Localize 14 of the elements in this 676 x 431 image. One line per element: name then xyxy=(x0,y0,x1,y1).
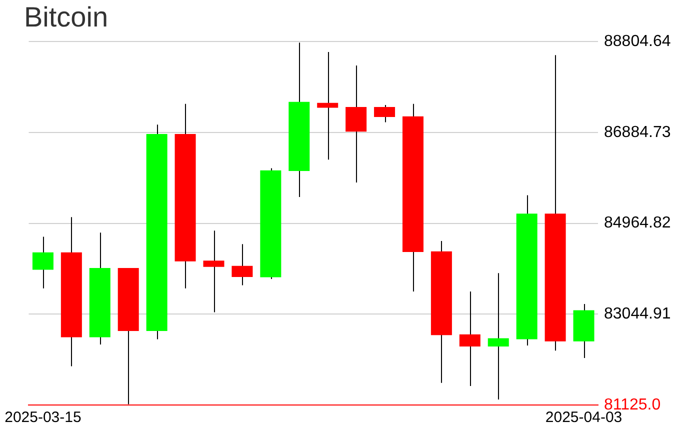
y-tick-label: 84964.82 xyxy=(604,214,671,232)
chart-title: Bitcoin xyxy=(24,2,108,33)
y-tick-label: 86884.73 xyxy=(604,124,671,141)
candlestick xyxy=(32,236,54,289)
candlestick xyxy=(317,51,338,160)
y-tick-label: 83044.91 xyxy=(604,306,671,323)
candlestick xyxy=(374,104,396,123)
candlestick xyxy=(232,244,253,286)
x-tick-label: 2025-04-03 xyxy=(545,409,622,426)
y-tick-label: 88804.64 xyxy=(604,33,671,50)
x-tick-label: 2025-03-15 xyxy=(4,409,82,426)
candlestick xyxy=(488,272,509,400)
candlestick xyxy=(459,291,480,386)
candlestick xyxy=(203,230,224,313)
